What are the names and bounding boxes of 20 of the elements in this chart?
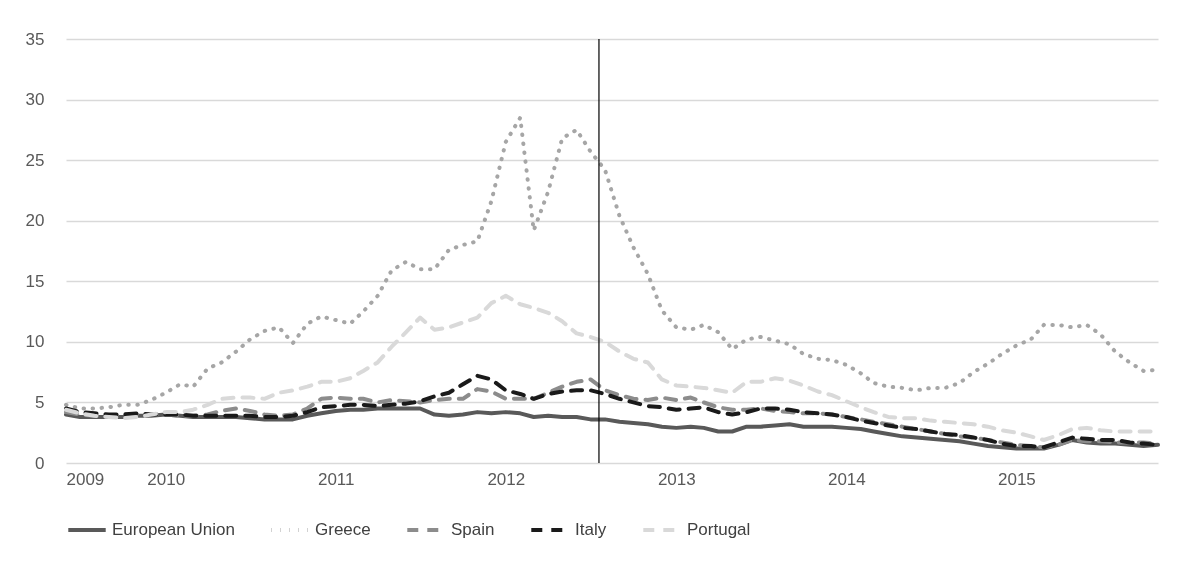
y-tick-label: 10 <box>25 332 45 352</box>
x-tick-label: 2015 <box>997 469 1036 489</box>
x-tick-label: 2012 <box>487 469 526 489</box>
legend-label: Portugal <box>687 520 751 539</box>
x-tick-label: 2013 <box>657 469 696 489</box>
y-tick-label: 35 <box>25 29 45 49</box>
x-tick-label: 2014 <box>827 469 866 489</box>
y-tick-label: 0 <box>35 453 45 473</box>
legend-label: European Union <box>112 520 235 539</box>
y-tick-label: 5 <box>35 392 45 412</box>
y-tick-label: 25 <box>25 150 45 170</box>
x-tick-label: 2009 <box>66 469 105 489</box>
y-tick-label: 15 <box>25 271 45 291</box>
legend-label: Italy <box>575 520 607 539</box>
x-tick-label: 2011 <box>317 469 355 489</box>
legend-label: Spain <box>451 520 495 539</box>
x-tick-label: 2010 <box>147 469 186 489</box>
y-tick-label: 20 <box>25 211 45 231</box>
y-tick-label: 30 <box>25 90 45 110</box>
legend-label: Greece <box>315 520 371 539</box>
